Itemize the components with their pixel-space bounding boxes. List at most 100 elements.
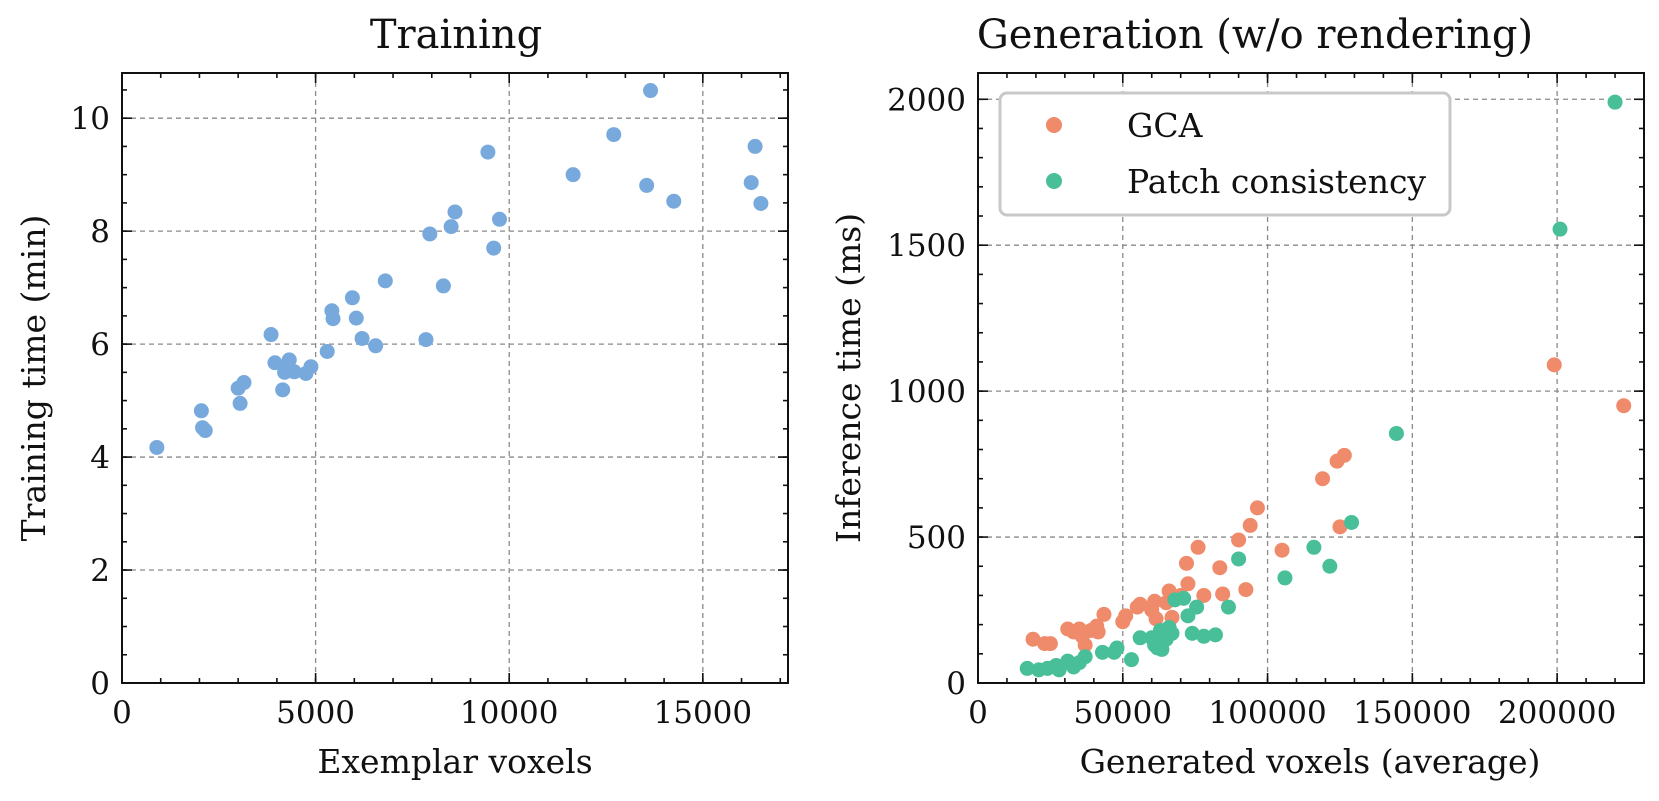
data-point-patch-consistency <box>1189 599 1205 615</box>
y-tick-label: 500 <box>907 520 966 556</box>
data-point-patch-consistency <box>1077 649 1093 665</box>
data-point-patch-consistency <box>1196 628 1212 644</box>
data-point-gca <box>1616 398 1632 414</box>
data-point-training <box>443 219 459 235</box>
generation-chart: Generation (w/o rendering) 0 50000 100000 1… <box>829 12 1645 781</box>
data-point-patch-consistency <box>1306 539 1322 555</box>
data-point-training <box>492 211 508 227</box>
training-plot-frame <box>121 72 789 684</box>
data-point-patch-consistency <box>1607 94 1623 110</box>
data-point-training <box>197 423 213 439</box>
training-title: Training <box>370 12 542 58</box>
data-point-gca <box>1274 542 1290 558</box>
data-point-patch-consistency <box>1344 514 1360 530</box>
data-point-gca <box>1196 587 1212 603</box>
data-point-training <box>354 330 370 346</box>
generation-y-axis-label: Inference time (ms) <box>829 213 868 543</box>
data-point-gca <box>1148 611 1164 627</box>
generation-title: Generation (w/o rendering) <box>977 12 1533 58</box>
y-tick-label: 1000 <box>887 374 966 410</box>
y-tick-label: 10 <box>71 101 110 137</box>
data-point-gca <box>1190 539 1206 555</box>
data-point-training <box>263 327 279 343</box>
data-point-patch-consistency <box>1095 644 1111 660</box>
data-point-training <box>325 311 341 327</box>
data-point-gca <box>1090 624 1106 640</box>
y-tick-label: 8 <box>90 214 110 250</box>
data-point-gca <box>1332 519 1348 535</box>
generation-x-axis-label: Generated voxels (average) <box>1080 742 1541 781</box>
generation-points <box>1019 94 1632 678</box>
training-grid <box>122 73 788 683</box>
data-point-training <box>486 240 502 256</box>
x-tick-label: 100000 <box>1208 695 1326 731</box>
x-tick-label: 10000 <box>460 695 559 731</box>
data-point-patch-consistency <box>1388 425 1404 441</box>
y-tick-label: 0 <box>90 666 110 702</box>
data-point-training <box>666 193 682 209</box>
data-point-training <box>447 204 463 220</box>
data-point-gca <box>1042 636 1058 652</box>
data-point-training <box>236 375 252 391</box>
data-point-gca <box>1231 532 1247 548</box>
legend-label-patch-consistency: Patch consistency <box>1127 162 1426 201</box>
data-point-patch-consistency <box>1109 640 1125 656</box>
data-point-patch-consistency <box>1164 625 1180 641</box>
data-point-patch-consistency <box>1123 652 1139 668</box>
data-point-gca <box>1118 608 1134 624</box>
data-point-gca <box>1147 593 1163 609</box>
data-point-training <box>643 83 659 99</box>
data-point-gca <box>1249 500 1265 516</box>
data-point-training <box>418 332 434 348</box>
data-point-training <box>639 177 655 193</box>
data-point-patch-consistency <box>1184 625 1200 641</box>
data-point-training <box>435 278 451 294</box>
data-point-training <box>422 226 438 242</box>
data-point-gca <box>1336 447 1352 463</box>
data-point-training <box>606 127 622 143</box>
data-point-gca <box>1077 637 1093 653</box>
training-x-axis-label: Exemplar voxels <box>317 742 592 781</box>
data-point-training <box>319 343 335 359</box>
data-point-gca <box>1212 560 1228 576</box>
data-point-training <box>480 144 496 160</box>
data-point-patch-consistency <box>1322 558 1338 574</box>
data-point-training <box>286 364 302 380</box>
data-point-training <box>377 273 393 289</box>
data-point-training <box>267 355 283 371</box>
x-tick-label: 0 <box>112 695 132 731</box>
data-point-gca <box>1025 631 1041 647</box>
data-point-training <box>565 167 581 183</box>
legend-label-gca: GCA <box>1127 106 1204 145</box>
y-tick-label: 0 <box>946 666 966 702</box>
data-point-patch-consistency <box>1231 551 1247 567</box>
data-point-patch-consistency <box>1132 630 1148 646</box>
y-tick-label: 1500 <box>887 228 966 264</box>
data-point-gca <box>1315 471 1331 487</box>
data-point-patch-consistency <box>1207 627 1223 643</box>
x-tick-label: 0 <box>968 695 988 731</box>
data-point-gca <box>1096 606 1112 622</box>
data-point-training <box>149 439 165 455</box>
data-point-training <box>232 395 248 411</box>
legend-box <box>998 91 1452 217</box>
data-point-gca <box>1242 517 1258 533</box>
generation-ticks: 0 50000 100000 150000 200000 0 500 1000 1500 2000 <box>887 73 1645 731</box>
data-point-gca <box>1215 586 1231 602</box>
data-point-training <box>753 195 769 211</box>
training-ticks: 0 5000 10000 15000 0 2 4 6 8 10 <box>71 73 788 731</box>
y-tick-label: 2 <box>90 553 110 589</box>
data-point-patch-consistency <box>1552 221 1568 237</box>
x-tick-label: 5000 <box>276 695 355 731</box>
x-tick-label: 50000 <box>1073 695 1172 731</box>
data-point-training <box>368 338 384 354</box>
y-tick-label: 4 <box>90 440 110 476</box>
y-tick-label: 6 <box>90 327 110 363</box>
data-point-training <box>303 359 319 375</box>
data-point-gca <box>1132 596 1148 612</box>
data-point-training <box>743 175 759 191</box>
generation-legend: GCA Patch consistency <box>998 91 1452 217</box>
data-point-gca <box>1180 576 1196 592</box>
training-points <box>149 83 769 455</box>
